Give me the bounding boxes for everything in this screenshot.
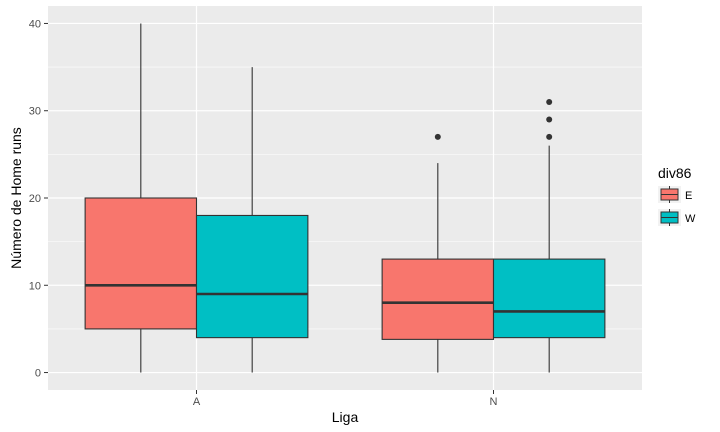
y-tick-label: 20 — [29, 193, 41, 205]
outlier-point — [434, 133, 441, 140]
box-W-N — [492, 99, 606, 373]
box-body — [195, 214, 309, 339]
outlier-point — [546, 116, 553, 123]
y-axis: 0 10 20 30 40 — [29, 18, 48, 380]
outlier-point — [546, 99, 553, 105]
y-axis-title: Número de Home runs — [8, 127, 24, 269]
x-tick-label: N — [490, 396, 498, 408]
y-tick-label: 30 — [29, 106, 41, 118]
x-tick-label: A — [193, 396, 201, 408]
box-W-A — [195, 67, 309, 373]
y-tick-label: 0 — [35, 368, 41, 380]
legend: div86 EW — [658, 165, 696, 226]
outlier-point — [546, 133, 553, 140]
box-E-N — [381, 133, 495, 373]
box-E-A — [84, 23, 198, 373]
box-body — [84, 197, 198, 330]
y-tick-label: 10 — [29, 280, 41, 292]
box-body — [492, 258, 606, 339]
x-axis-title: Liga — [332, 409, 359, 425]
box-body — [381, 258, 495, 340]
legend-title: div86 — [658, 165, 692, 181]
legend-entry-E: E — [658, 186, 692, 203]
legend-label: E — [685, 190, 692, 202]
legend-entry-W: W — [658, 209, 696, 226]
y-tick-label: 40 — [29, 18, 41, 30]
legend-label: W — [685, 213, 696, 225]
boxes — [84, 23, 606, 373]
